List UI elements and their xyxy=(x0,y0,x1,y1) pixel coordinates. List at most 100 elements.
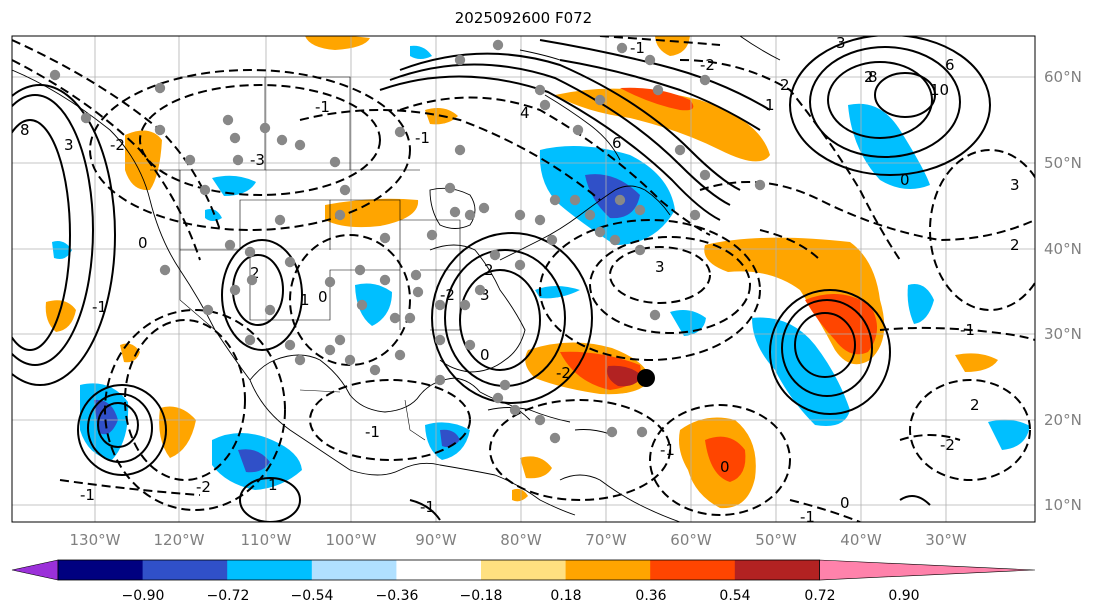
contour-label: -1 xyxy=(92,298,107,316)
longitude-axis: 130°W 120°W 110°W 100°W 90°W 80°W 70°W 6… xyxy=(70,531,967,549)
contour-label: 0 xyxy=(480,346,490,364)
colorbar-outline xyxy=(57,559,820,581)
contour-label: -1 xyxy=(630,39,645,57)
station-dot xyxy=(644,54,656,66)
station-dot xyxy=(344,354,356,366)
contour-label: -1 xyxy=(960,321,975,339)
colorbar-extend-max xyxy=(819,559,1036,581)
colorbar-segment xyxy=(396,560,482,580)
station-dot xyxy=(492,392,504,404)
colorbar-tick: 0.72 xyxy=(804,588,835,604)
station-dot xyxy=(229,132,241,144)
station-dot xyxy=(394,349,406,361)
contour-label: 3 xyxy=(655,258,665,276)
station-dot xyxy=(549,194,561,206)
station-dot xyxy=(459,299,471,311)
contour-label: -2 xyxy=(440,286,455,304)
station-dot xyxy=(464,209,476,221)
contour-label: 2 xyxy=(1010,236,1020,254)
colorbar-tick: −0.90 xyxy=(122,588,165,604)
station-dot xyxy=(474,284,486,296)
station-dot xyxy=(246,274,258,286)
station-dot xyxy=(274,214,286,226)
station-dot xyxy=(534,414,546,426)
contour-label: 10 xyxy=(930,81,949,99)
station-dot xyxy=(334,209,346,221)
contour-label: 1 xyxy=(765,96,775,114)
contour-label: 3 xyxy=(64,136,74,154)
station-dot xyxy=(464,339,476,351)
station-dot xyxy=(154,124,166,136)
contour-label: 3 xyxy=(480,286,490,304)
lon-tick: 70°W xyxy=(585,531,627,549)
station-dot xyxy=(199,184,211,196)
station-dot xyxy=(389,312,401,324)
station-dot xyxy=(514,209,526,221)
station-dot xyxy=(634,204,646,216)
station-dot xyxy=(636,426,648,438)
station-dot xyxy=(434,334,446,346)
station-dot xyxy=(584,209,596,221)
station-dot xyxy=(379,232,391,244)
lon-tick: 110°W xyxy=(241,531,292,549)
contour-label: 2 xyxy=(484,261,494,279)
station-dot xyxy=(674,144,686,156)
station-dot xyxy=(356,299,368,311)
observation-stations xyxy=(49,39,766,444)
station-dot xyxy=(444,182,456,194)
colorbar-extend-min xyxy=(11,559,59,581)
station-dot xyxy=(244,334,256,346)
map-frame xyxy=(11,35,1036,523)
contour-label: -3 xyxy=(250,151,265,169)
contour-label: 0 xyxy=(840,494,850,512)
station-dot xyxy=(276,134,288,146)
station-dot xyxy=(492,39,504,51)
positive-anomaly-shading xyxy=(45,36,998,509)
colorbar-segment xyxy=(650,560,736,580)
map-title: 2025092600 F072 xyxy=(454,9,593,27)
lon-tick: 60°W xyxy=(670,531,712,549)
contour-label: -2 xyxy=(196,478,211,496)
station-dot xyxy=(489,249,501,261)
station-dot xyxy=(224,239,236,251)
colorbar-tick: 0.18 xyxy=(550,588,581,604)
station-dot xyxy=(454,54,466,66)
contour-label: 3 xyxy=(1010,176,1020,194)
colorbar xyxy=(11,559,1036,581)
contour-label: 2 xyxy=(864,68,874,86)
station-dot xyxy=(229,284,241,296)
station-dot xyxy=(334,334,346,346)
station-dot xyxy=(339,184,351,196)
station-dot xyxy=(572,124,584,136)
contour-label: 1 xyxy=(268,476,278,494)
political-borders xyxy=(150,76,461,441)
station-dot xyxy=(244,246,256,258)
lon-tick: 30°W xyxy=(925,531,967,549)
contour-label: 4 xyxy=(520,104,530,122)
lon-tick: 120°W xyxy=(154,531,205,549)
station-dot xyxy=(294,354,306,366)
station-dot xyxy=(324,344,336,356)
station-dot xyxy=(354,264,366,276)
colorbar-tick: −0.36 xyxy=(376,588,419,604)
latitude-axis: 60°N 50°N 40°N 30°N 20°N 10°N xyxy=(1044,68,1082,514)
lat-tick: 50°N xyxy=(1044,154,1082,172)
contour-label: 6 xyxy=(612,134,622,152)
station-dot xyxy=(222,114,234,126)
colorbar-segment xyxy=(565,560,651,580)
contour-label: 0 xyxy=(720,458,730,476)
colorbar-segment xyxy=(481,560,567,580)
station-dot xyxy=(569,194,581,206)
cyclone-center-dot xyxy=(637,369,655,387)
station-dot xyxy=(509,404,521,416)
lon-tick: 100°W xyxy=(326,531,377,549)
lon-tick: 90°W xyxy=(415,531,457,549)
lon-tick: 50°W xyxy=(755,531,797,549)
colorbar-tick: 0.54 xyxy=(719,588,750,604)
station-dot xyxy=(426,229,438,241)
station-dot xyxy=(614,194,626,206)
station-dot xyxy=(534,214,546,226)
station-dot xyxy=(232,154,244,166)
station-dot xyxy=(264,304,276,316)
